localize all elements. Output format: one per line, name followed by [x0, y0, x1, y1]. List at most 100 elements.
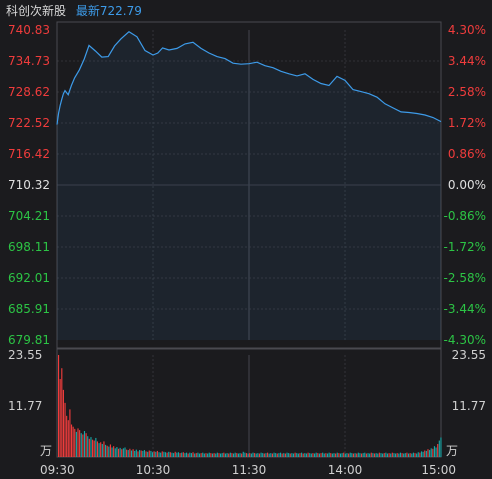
volume-bar: [126, 449, 128, 457]
volume-bar: [190, 453, 192, 457]
volume-bar: [229, 452, 231, 457]
volume-bar: [258, 453, 261, 457]
latest-value: 722.79: [99, 4, 142, 18]
price-axis-left: 740.83 734.73 728.62 722.52 716.42 710.32 704.…: [8, 23, 50, 347]
volume-bar: [310, 453, 312, 457]
volume-bar: [121, 449, 123, 457]
volume-bar: [360, 453, 363, 457]
volume-bar: [425, 450, 427, 457]
volume-bar: [273, 452, 275, 457]
time-tick-label: 14:00: [328, 463, 363, 477]
volume-bar: [385, 452, 387, 457]
volume-bar: [440, 437, 442, 457]
volume-bar: [104, 444, 107, 457]
volume-bar: [331, 453, 333, 457]
volume-bar: [62, 389, 64, 457]
volume-bar: [270, 453, 272, 457]
chart-borders: [56, 21, 442, 458]
volume-bar: [348, 453, 350, 457]
price-tick-label: 698.11: [8, 240, 50, 254]
volume-bar: [59, 379, 61, 457]
volume-bar: [380, 453, 382, 457]
volume-bar: [325, 453, 327, 457]
volume-bar: [151, 452, 154, 457]
chart-header: 科创次新股 最新722.79: [6, 2, 142, 18]
volume-bar: [352, 453, 355, 457]
volume-bar: [263, 453, 265, 457]
volume-bar: [236, 453, 238, 457]
volume-axis: 23.55 23.55 11.77 11.77 万 万: [8, 348, 486, 458]
volume-bar: [210, 453, 212, 457]
volume-bar: [207, 453, 209, 457]
volume-bar: [98, 443, 100, 457]
volume-bar: [422, 451, 424, 457]
volume-bar: [221, 453, 223, 457]
volume-bar: [173, 453, 175, 457]
volume-bar: [174, 451, 176, 457]
volume-bar: [343, 452, 345, 457]
volume-bar: [96, 441, 99, 457]
percent-tick-label: -3.44%: [444, 302, 486, 316]
volume-bar: [64, 402, 66, 457]
volume-bar: [314, 453, 316, 457]
volume-bar: [315, 452, 317, 457]
volume-bar: [69, 409, 71, 457]
volume-bar: [211, 453, 214, 457]
volume-bar: [145, 451, 147, 457]
volume-tick-label-right: 11.77: [452, 399, 486, 413]
volume-bar: [194, 453, 196, 457]
volume-bar: [420, 451, 423, 457]
volume-bar: [386, 453, 389, 457]
volume-bar: [309, 453, 311, 457]
volume-bar: [74, 428, 76, 457]
price-panel-border: [56, 21, 442, 349]
volume-bar: [90, 437, 92, 457]
volume-bar: [184, 453, 186, 457]
volume-tick-label: 11.77: [8, 399, 42, 413]
volume-bar: [61, 368, 63, 457]
volume-bar: [362, 453, 364, 457]
volume-bar: [336, 452, 338, 457]
volume-bar: [198, 453, 201, 457]
volume-bar: [168, 451, 170, 457]
price-line: [56, 30, 442, 125]
volume-bar: [297, 453, 299, 457]
volume-bar: [220, 453, 222, 457]
volume-bar: [208, 452, 210, 457]
volume-bar: [338, 453, 340, 457]
volume-bar: [364, 452, 366, 457]
volume-bar: [164, 452, 167, 457]
volume-bar: [122, 448, 124, 457]
volume-bar: [326, 453, 329, 457]
volume-bar: [116, 447, 118, 457]
volume-bar: [181, 452, 183, 457]
volume-bar: [134, 450, 136, 457]
volume-bar: [275, 453, 277, 457]
percent-tick-label: 0.00%: [448, 178, 486, 192]
volume-bar: [242, 451, 244, 457]
volume-bar: [216, 452, 218, 457]
volume-bar: [333, 453, 335, 457]
volume-bar: [195, 453, 197, 457]
volume-bar: [349, 452, 351, 457]
volume-bar: [158, 452, 160, 457]
volume-bar: [369, 453, 371, 457]
volume-bar: [393, 453, 395, 457]
volume-bar: [404, 453, 406, 457]
volume-bar: [160, 452, 162, 457]
volume-bar: [163, 451, 165, 457]
volume-bar: [322, 452, 324, 457]
volume-bar: [257, 453, 259, 457]
volume-bar: [254, 453, 256, 457]
volume-bar: [169, 452, 171, 457]
volume-bar: [430, 448, 432, 457]
volume-bar: [411, 453, 413, 457]
volume-bar: [268, 453, 270, 457]
volume-bar: [147, 451, 149, 457]
volume-bar: [398, 453, 400, 457]
price-tick-label: 710.32: [8, 178, 50, 192]
volume-bar: [92, 439, 94, 457]
volume-bar: [307, 452, 309, 457]
volume-bar: [373, 453, 376, 457]
